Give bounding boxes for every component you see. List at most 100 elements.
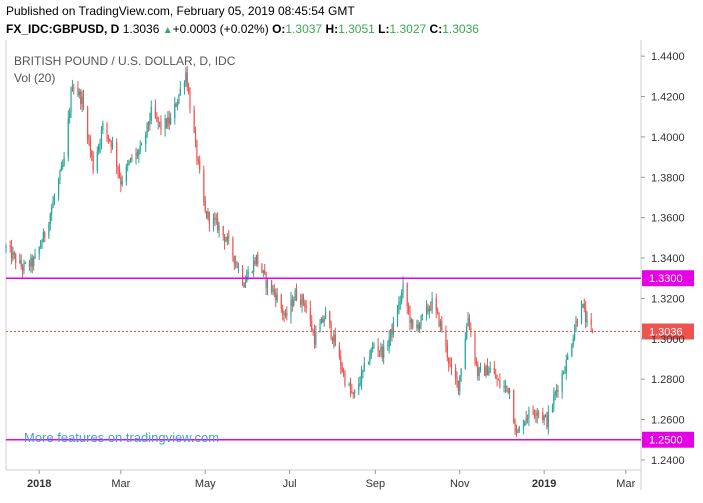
candle-up bbox=[554, 392, 556, 396]
candle-up bbox=[399, 301, 401, 303]
candle-up bbox=[580, 307, 583, 323]
price-tick-label: 1.3600 bbox=[651, 213, 685, 225]
candle-down bbox=[486, 365, 489, 376]
candle-up bbox=[466, 326, 468, 339]
candle-down bbox=[477, 363, 479, 376]
candle-up bbox=[69, 112, 71, 119]
candle-up bbox=[272, 289, 274, 292]
candle-down bbox=[305, 306, 307, 308]
candle-down bbox=[342, 371, 345, 373]
candle-up bbox=[348, 384, 350, 386]
candle-down bbox=[251, 271, 253, 273]
price-tick-label: 1.3800 bbox=[651, 172, 685, 184]
change-value: +0.0003 (+0.02%) bbox=[172, 22, 269, 36]
candle-down bbox=[291, 299, 293, 306]
candle-up bbox=[573, 330, 576, 339]
candle-down bbox=[214, 218, 216, 220]
price-chart[interactable]: 1.3300 1.2500 1.3036 1.4400 1.4200 1.4000 1.3… bbox=[0, 40, 703, 503]
candle-down bbox=[193, 108, 195, 133]
candle-up bbox=[81, 96, 83, 104]
candle-up bbox=[218, 225, 220, 231]
candle-up bbox=[387, 345, 389, 347]
candle-up bbox=[359, 383, 361, 385]
candle-up bbox=[562, 373, 565, 375]
candle-down bbox=[10, 246, 13, 259]
candle-down bbox=[338, 345, 341, 357]
candle-down bbox=[80, 91, 82, 104]
candle-down bbox=[280, 294, 282, 309]
candle-down bbox=[208, 212, 210, 224]
candle-up bbox=[247, 271, 249, 278]
candle-up bbox=[135, 152, 137, 160]
candle-down bbox=[73, 87, 75, 89]
candle-up bbox=[125, 165, 127, 182]
candle-down bbox=[437, 310, 439, 313]
open-label: O: bbox=[272, 22, 286, 36]
candle-up bbox=[383, 346, 385, 358]
candle-down bbox=[493, 368, 495, 374]
candle-down bbox=[542, 412, 544, 420]
candle-up bbox=[419, 323, 421, 329]
level-label-bg bbox=[642, 270, 694, 287]
price-tick-label: 1.3000 bbox=[651, 334, 685, 346]
candle-up bbox=[276, 294, 278, 301]
candle-up bbox=[508, 389, 511, 394]
candle-down bbox=[590, 318, 592, 325]
candle-up bbox=[459, 375, 461, 392]
candle-down bbox=[286, 312, 288, 316]
promo-link[interactable]: More features on tradingview.com bbox=[24, 430, 219, 445]
candle-up bbox=[488, 371, 490, 376]
candle-up bbox=[262, 270, 264, 273]
candle-down bbox=[341, 366, 343, 372]
candle-up bbox=[567, 355, 569, 360]
candle-down bbox=[82, 96, 85, 108]
high-value: 1.3051 bbox=[338, 22, 375, 36]
candle-up bbox=[467, 317, 469, 327]
candle-down bbox=[514, 423, 516, 432]
candle-up bbox=[207, 212, 209, 218]
candle-down bbox=[157, 117, 159, 123]
candle-up bbox=[215, 218, 217, 220]
price-axis[interactable]: 1.4400 1.4200 1.4000 1.3800 1.3600 1.3400 1.32… bbox=[641, 51, 685, 467]
published-caption: Published on TradingView.com, February 0… bbox=[6, 4, 355, 18]
candle-up bbox=[416, 324, 418, 328]
candle-down bbox=[538, 412, 540, 414]
price-tick-label: 1.4200 bbox=[651, 92, 685, 104]
candle-down bbox=[445, 330, 447, 345]
candle-up bbox=[571, 344, 573, 356]
candle-down bbox=[409, 310, 411, 323]
time-tick-label: Jul bbox=[283, 478, 297, 490]
candle-up bbox=[12, 252, 14, 259]
candle-down bbox=[448, 357, 450, 364]
candle-up bbox=[504, 385, 507, 387]
candle-down bbox=[264, 270, 266, 274]
candle-down bbox=[283, 313, 285, 316]
candle-up bbox=[253, 261, 255, 272]
candle-down bbox=[154, 106, 157, 117]
candle-up bbox=[478, 368, 480, 376]
candle-up bbox=[60, 166, 62, 172]
candle-down bbox=[31, 257, 33, 267]
candle-down bbox=[282, 308, 284, 314]
time-tick-label: May bbox=[195, 478, 216, 490]
candle-down bbox=[313, 332, 316, 345]
candle-down bbox=[412, 319, 414, 328]
candle-down bbox=[329, 311, 331, 324]
candle-down bbox=[344, 372, 346, 385]
candle-up bbox=[96, 152, 98, 171]
time-axis[interactable]: 2018 Mar May Jul Sep Nov 2019 Mar bbox=[27, 470, 636, 490]
candle-up bbox=[284, 312, 287, 316]
candle-down bbox=[217, 218, 219, 231]
candle-up bbox=[70, 91, 72, 113]
candle-down bbox=[205, 211, 208, 218]
candle-down bbox=[275, 292, 277, 301]
open-value: 1.3037 bbox=[285, 22, 323, 36]
candle-up bbox=[517, 430, 519, 433]
time-tick-label: Nov bbox=[450, 478, 470, 490]
candle-down bbox=[236, 262, 238, 268]
candle-down bbox=[300, 299, 302, 305]
candle-down bbox=[441, 321, 443, 331]
candle-up bbox=[174, 103, 176, 119]
last-price: 1.3036 bbox=[122, 22, 160, 36]
candle-up bbox=[145, 134, 147, 145]
